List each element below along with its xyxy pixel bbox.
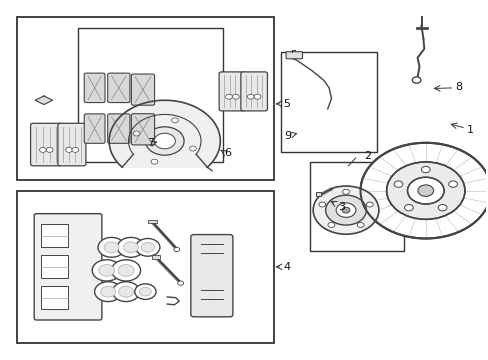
Circle shape — [119, 286, 133, 297]
FancyBboxPatch shape — [285, 52, 302, 59]
Text: 3: 3 — [337, 202, 344, 212]
FancyBboxPatch shape — [31, 123, 62, 166]
Text: 5: 5 — [283, 99, 289, 109]
Circle shape — [141, 243, 154, 252]
Bar — [41, 224, 68, 247]
Polygon shape — [35, 96, 53, 104]
Circle shape — [99, 265, 115, 276]
Circle shape — [111, 260, 140, 281]
Circle shape — [72, 147, 79, 152]
Bar — [78, 28, 223, 162]
Circle shape — [342, 189, 349, 194]
Circle shape — [254, 94, 261, 99]
Circle shape — [325, 195, 366, 225]
FancyBboxPatch shape — [84, 73, 105, 103]
Text: 6: 6 — [224, 148, 231, 158]
FancyBboxPatch shape — [131, 114, 154, 145]
Circle shape — [136, 238, 160, 256]
FancyBboxPatch shape — [107, 73, 130, 103]
Circle shape — [318, 202, 325, 207]
Circle shape — [95, 282, 122, 302]
Bar — [17, 17, 273, 180]
Circle shape — [342, 207, 349, 213]
Text: 1: 1 — [467, 125, 473, 135]
Bar — [41, 286, 68, 309]
Circle shape — [123, 242, 138, 253]
FancyBboxPatch shape — [34, 214, 102, 320]
FancyBboxPatch shape — [107, 114, 130, 143]
Circle shape — [411, 77, 420, 83]
Polygon shape — [109, 100, 220, 167]
FancyBboxPatch shape — [84, 114, 105, 143]
Circle shape — [133, 131, 140, 136]
Circle shape — [404, 204, 412, 211]
Circle shape — [118, 265, 134, 276]
Circle shape — [335, 203, 355, 217]
Circle shape — [421, 166, 429, 173]
Circle shape — [154, 133, 175, 149]
Bar — [147, 220, 156, 223]
Circle shape — [117, 238, 144, 257]
Text: 4: 4 — [283, 262, 289, 272]
Bar — [41, 255, 68, 278]
Circle shape — [357, 222, 364, 228]
Circle shape — [232, 94, 239, 99]
Circle shape — [98, 238, 125, 257]
Bar — [309, 162, 403, 251]
Circle shape — [145, 127, 183, 155]
Circle shape — [327, 222, 334, 228]
Circle shape — [437, 204, 446, 211]
Bar — [151, 255, 160, 259]
Circle shape — [171, 118, 178, 123]
Circle shape — [386, 162, 464, 219]
Circle shape — [151, 159, 158, 164]
Bar — [280, 53, 377, 152]
Text: 7: 7 — [146, 138, 154, 148]
Circle shape — [360, 143, 488, 238]
Bar — [315, 192, 320, 196]
Circle shape — [247, 94, 254, 99]
Circle shape — [448, 181, 456, 187]
Circle shape — [104, 242, 119, 253]
Circle shape — [174, 247, 180, 252]
FancyBboxPatch shape — [241, 72, 267, 111]
Circle shape — [46, 147, 53, 152]
Circle shape — [65, 147, 72, 152]
Text: 2: 2 — [363, 151, 370, 161]
Wedge shape — [386, 162, 464, 219]
Circle shape — [139, 287, 151, 296]
Circle shape — [40, 147, 46, 152]
FancyBboxPatch shape — [219, 72, 245, 111]
FancyBboxPatch shape — [131, 74, 154, 105]
Text: 9: 9 — [284, 131, 291, 141]
Circle shape — [189, 146, 196, 151]
Circle shape — [393, 181, 402, 187]
Circle shape — [407, 177, 443, 204]
Circle shape — [135, 284, 156, 300]
FancyBboxPatch shape — [190, 235, 232, 317]
Text: 8: 8 — [455, 82, 462, 92]
FancyBboxPatch shape — [58, 123, 86, 166]
Circle shape — [92, 260, 121, 281]
Bar — [17, 191, 273, 343]
Circle shape — [312, 186, 378, 234]
Circle shape — [112, 282, 139, 302]
Circle shape — [366, 202, 372, 207]
Circle shape — [178, 281, 183, 285]
Circle shape — [225, 94, 232, 99]
Circle shape — [101, 286, 115, 297]
Circle shape — [417, 185, 433, 196]
